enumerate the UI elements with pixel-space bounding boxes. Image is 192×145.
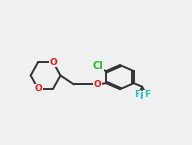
Text: O: O — [94, 80, 102, 89]
Text: O: O — [34, 84, 42, 93]
Text: F: F — [139, 92, 145, 101]
Text: F: F — [134, 90, 141, 99]
Text: Cl: Cl — [92, 61, 103, 71]
Text: O: O — [49, 58, 57, 67]
Text: F: F — [144, 90, 150, 99]
